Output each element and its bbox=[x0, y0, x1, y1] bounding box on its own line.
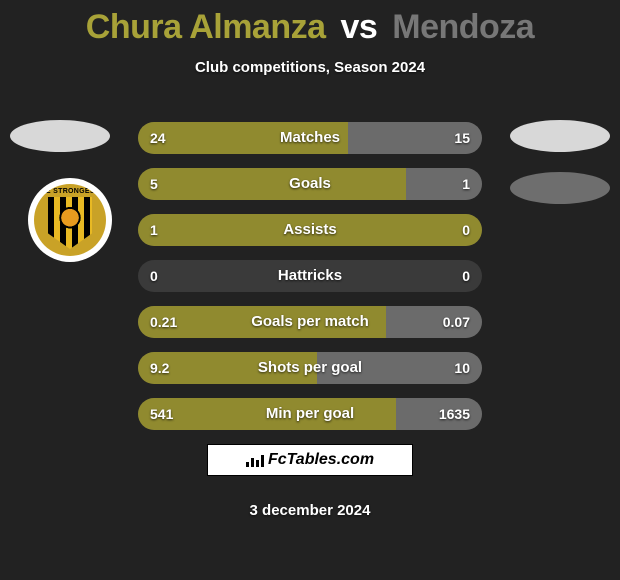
stat-label: Assists bbox=[138, 214, 482, 246]
club-shield-icon bbox=[48, 197, 92, 249]
player1-name: Chura Almanza bbox=[86, 8, 326, 46]
stat-row: 00Hattricks bbox=[138, 260, 482, 292]
stats-area: 2415Matches 51Goals 10Assists 00Hattricks 0.… bbox=[138, 122, 482, 444]
player2-club-placeholder-1 bbox=[510, 120, 610, 152]
stat-label: Goals bbox=[138, 168, 482, 200]
player2-name: Mendoza bbox=[392, 8, 534, 46]
club-badge-text: HE STRONGEST bbox=[41, 188, 100, 195]
fctables-logo: FcTables.com bbox=[207, 444, 413, 476]
stat-label: Goals per match bbox=[138, 306, 482, 338]
stat-row: 10Assists bbox=[138, 214, 482, 246]
player1-club-placeholder bbox=[10, 120, 110, 152]
tiger-icon bbox=[57, 206, 83, 232]
stat-label: Matches bbox=[138, 122, 482, 154]
club-badge-inner: HE STRONGEST bbox=[34, 184, 106, 256]
stat-row: 9.210Shots per goal bbox=[138, 352, 482, 384]
stat-row: 5411635Min per goal bbox=[138, 398, 482, 430]
chart-icon bbox=[246, 453, 264, 467]
stat-label: Shots per goal bbox=[138, 352, 482, 384]
subtitle: Club competitions, Season 2024 bbox=[0, 59, 620, 76]
stat-row: 0.210.07Goals per match bbox=[138, 306, 482, 338]
date-text: 3 december 2024 bbox=[0, 502, 620, 519]
vs-text: vs bbox=[340, 8, 377, 46]
player2-club-placeholder-2 bbox=[510, 172, 610, 204]
stat-row: 51Goals bbox=[138, 168, 482, 200]
player1-club-badge: HE STRONGEST bbox=[28, 178, 112, 262]
stat-label: Hattricks bbox=[138, 260, 482, 292]
comparison-title: Chura Almanza vs Mendoza bbox=[0, 0, 620, 47]
stat-row: 2415Matches bbox=[138, 122, 482, 154]
logo-text: FcTables.com bbox=[268, 451, 374, 469]
stat-label: Min per goal bbox=[138, 398, 482, 430]
